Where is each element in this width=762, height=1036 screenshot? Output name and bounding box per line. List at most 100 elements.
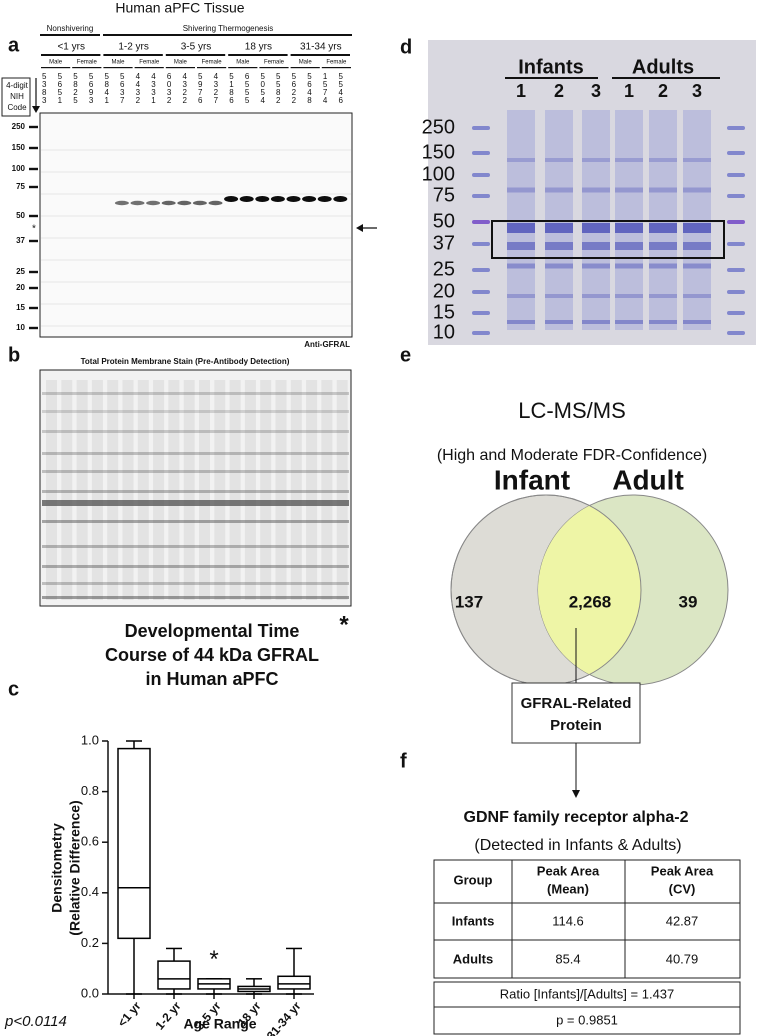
panel-letter: f (400, 750, 407, 772)
gel-lane-label: 1 (624, 81, 634, 101)
stain-band (42, 452, 349, 455)
nih-code: 4322 (180, 72, 189, 104)
nih-code: 6555 (243, 72, 252, 104)
stain-lane (306, 380, 318, 600)
stain-lane (61, 380, 73, 600)
gel-band (545, 242, 573, 250)
nih-code: 6032 (165, 72, 174, 104)
nih-code: 5651 (55, 72, 64, 104)
sex-bar (134, 67, 164, 69)
gel-marker-label: 20 (433, 280, 455, 302)
sex-bar (290, 67, 320, 69)
age-bar (290, 54, 350, 56)
gel-lane-label: 3 (591, 81, 601, 101)
stain-band (42, 582, 349, 585)
group-bar (505, 77, 598, 79)
venn-subtitle: (High and Moderate FDR-Confidence) (437, 447, 707, 464)
sex-label: Male (49, 60, 63, 66)
ladder-band (727, 331, 745, 335)
gel-band (615, 320, 643, 324)
ladder-band (472, 220, 490, 224)
gel-marker-label: 150 (422, 141, 455, 163)
gel-band (545, 263, 573, 269)
marker-label: 20 (16, 283, 25, 292)
age-bar (41, 54, 101, 56)
stain-lane (137, 380, 149, 600)
stain-lane (107, 380, 119, 600)
blot-band (286, 196, 301, 202)
stain-band (42, 565, 349, 568)
gel (428, 40, 756, 345)
blot-band (177, 200, 192, 206)
venn-count: 2,268 (569, 592, 612, 611)
marker-dash (29, 214, 38, 218)
gel-band (545, 294, 573, 298)
ladder-band (472, 242, 490, 246)
nih-code: 4331 (149, 72, 158, 104)
gel-band (507, 158, 535, 162)
antibody-label: Anti-GFRAL (304, 340, 350, 349)
blot-band (208, 200, 223, 206)
stain-title: Total Protein Membrane Stain (Pre-Antibo… (81, 357, 290, 366)
sex-bar (321, 67, 351, 69)
marker-label: 150 (12, 143, 26, 152)
sex-label: Female (326, 60, 347, 66)
group-label: Shivering Thermogenesis (183, 24, 274, 33)
gel-band (649, 187, 677, 193)
protein-note: (Detected in Infants & Adults) (474, 837, 681, 854)
marker-label: 25 (16, 267, 25, 276)
table-cell: 42.87 (666, 913, 699, 928)
marker-dash (29, 326, 38, 330)
panel-letter: a (8, 34, 20, 56)
venn-overlap (538, 495, 641, 685)
nih-code: 5637 (118, 72, 127, 104)
gel-marker-label: 15 (433, 301, 455, 323)
gel-band (649, 158, 677, 162)
nih-code: 4327 (211, 72, 220, 104)
connector-head (572, 790, 580, 798)
y-tick-label: 1.0 (81, 732, 99, 747)
blot-band (130, 200, 145, 206)
age-label: 1-2 yrs (118, 42, 149, 53)
gel-band (545, 158, 573, 162)
ladder-band (727, 242, 745, 246)
title-asterisk: * (339, 611, 349, 638)
age-label: 18 yrs (245, 42, 272, 53)
sex-label: Female (139, 60, 160, 66)
stain-lane (46, 380, 57, 600)
gel-band (507, 320, 535, 324)
blot-band (239, 196, 254, 202)
age-bar (228, 54, 288, 56)
ladder-band (472, 173, 490, 177)
ladder-band (727, 290, 745, 294)
venn-count: 137 (455, 592, 483, 611)
marker-label: 15 (16, 303, 25, 312)
gel-band (683, 320, 711, 324)
gel-marker-label: 50 (433, 210, 455, 232)
ladder-band (472, 194, 490, 198)
stain-lanes (42, 380, 349, 600)
gel-marker-label: 10 (433, 321, 455, 343)
y-tick-label: 0.4 (81, 884, 99, 899)
sex-bar (72, 67, 102, 69)
chart-title: Developmental Time (125, 621, 300, 641)
ratio: Ratio [Infants]/[Adults] = 1.437 (500, 986, 675, 1001)
gel-band (545, 320, 573, 324)
gel-band (649, 242, 677, 250)
marker-dash (29, 306, 38, 310)
stain-lane (229, 380, 241, 600)
ladder-band (472, 151, 490, 155)
stain-band (42, 520, 349, 523)
marker-label: 50 (16, 211, 25, 220)
nih-code: 5582 (274, 72, 283, 104)
table-header: Peak Area (537, 863, 600, 878)
gel-band (582, 294, 610, 298)
table-cell: 85.4 (555, 951, 580, 966)
blot-band (270, 196, 285, 202)
asterisk: * (32, 224, 36, 235)
nih-code: 5976 (196, 72, 205, 104)
ladder-band (727, 173, 745, 177)
y-axis-label: Densitometry (49, 823, 65, 913)
blot-bands (41, 149, 351, 327)
y-tick-label: 0.2 (81, 935, 99, 950)
